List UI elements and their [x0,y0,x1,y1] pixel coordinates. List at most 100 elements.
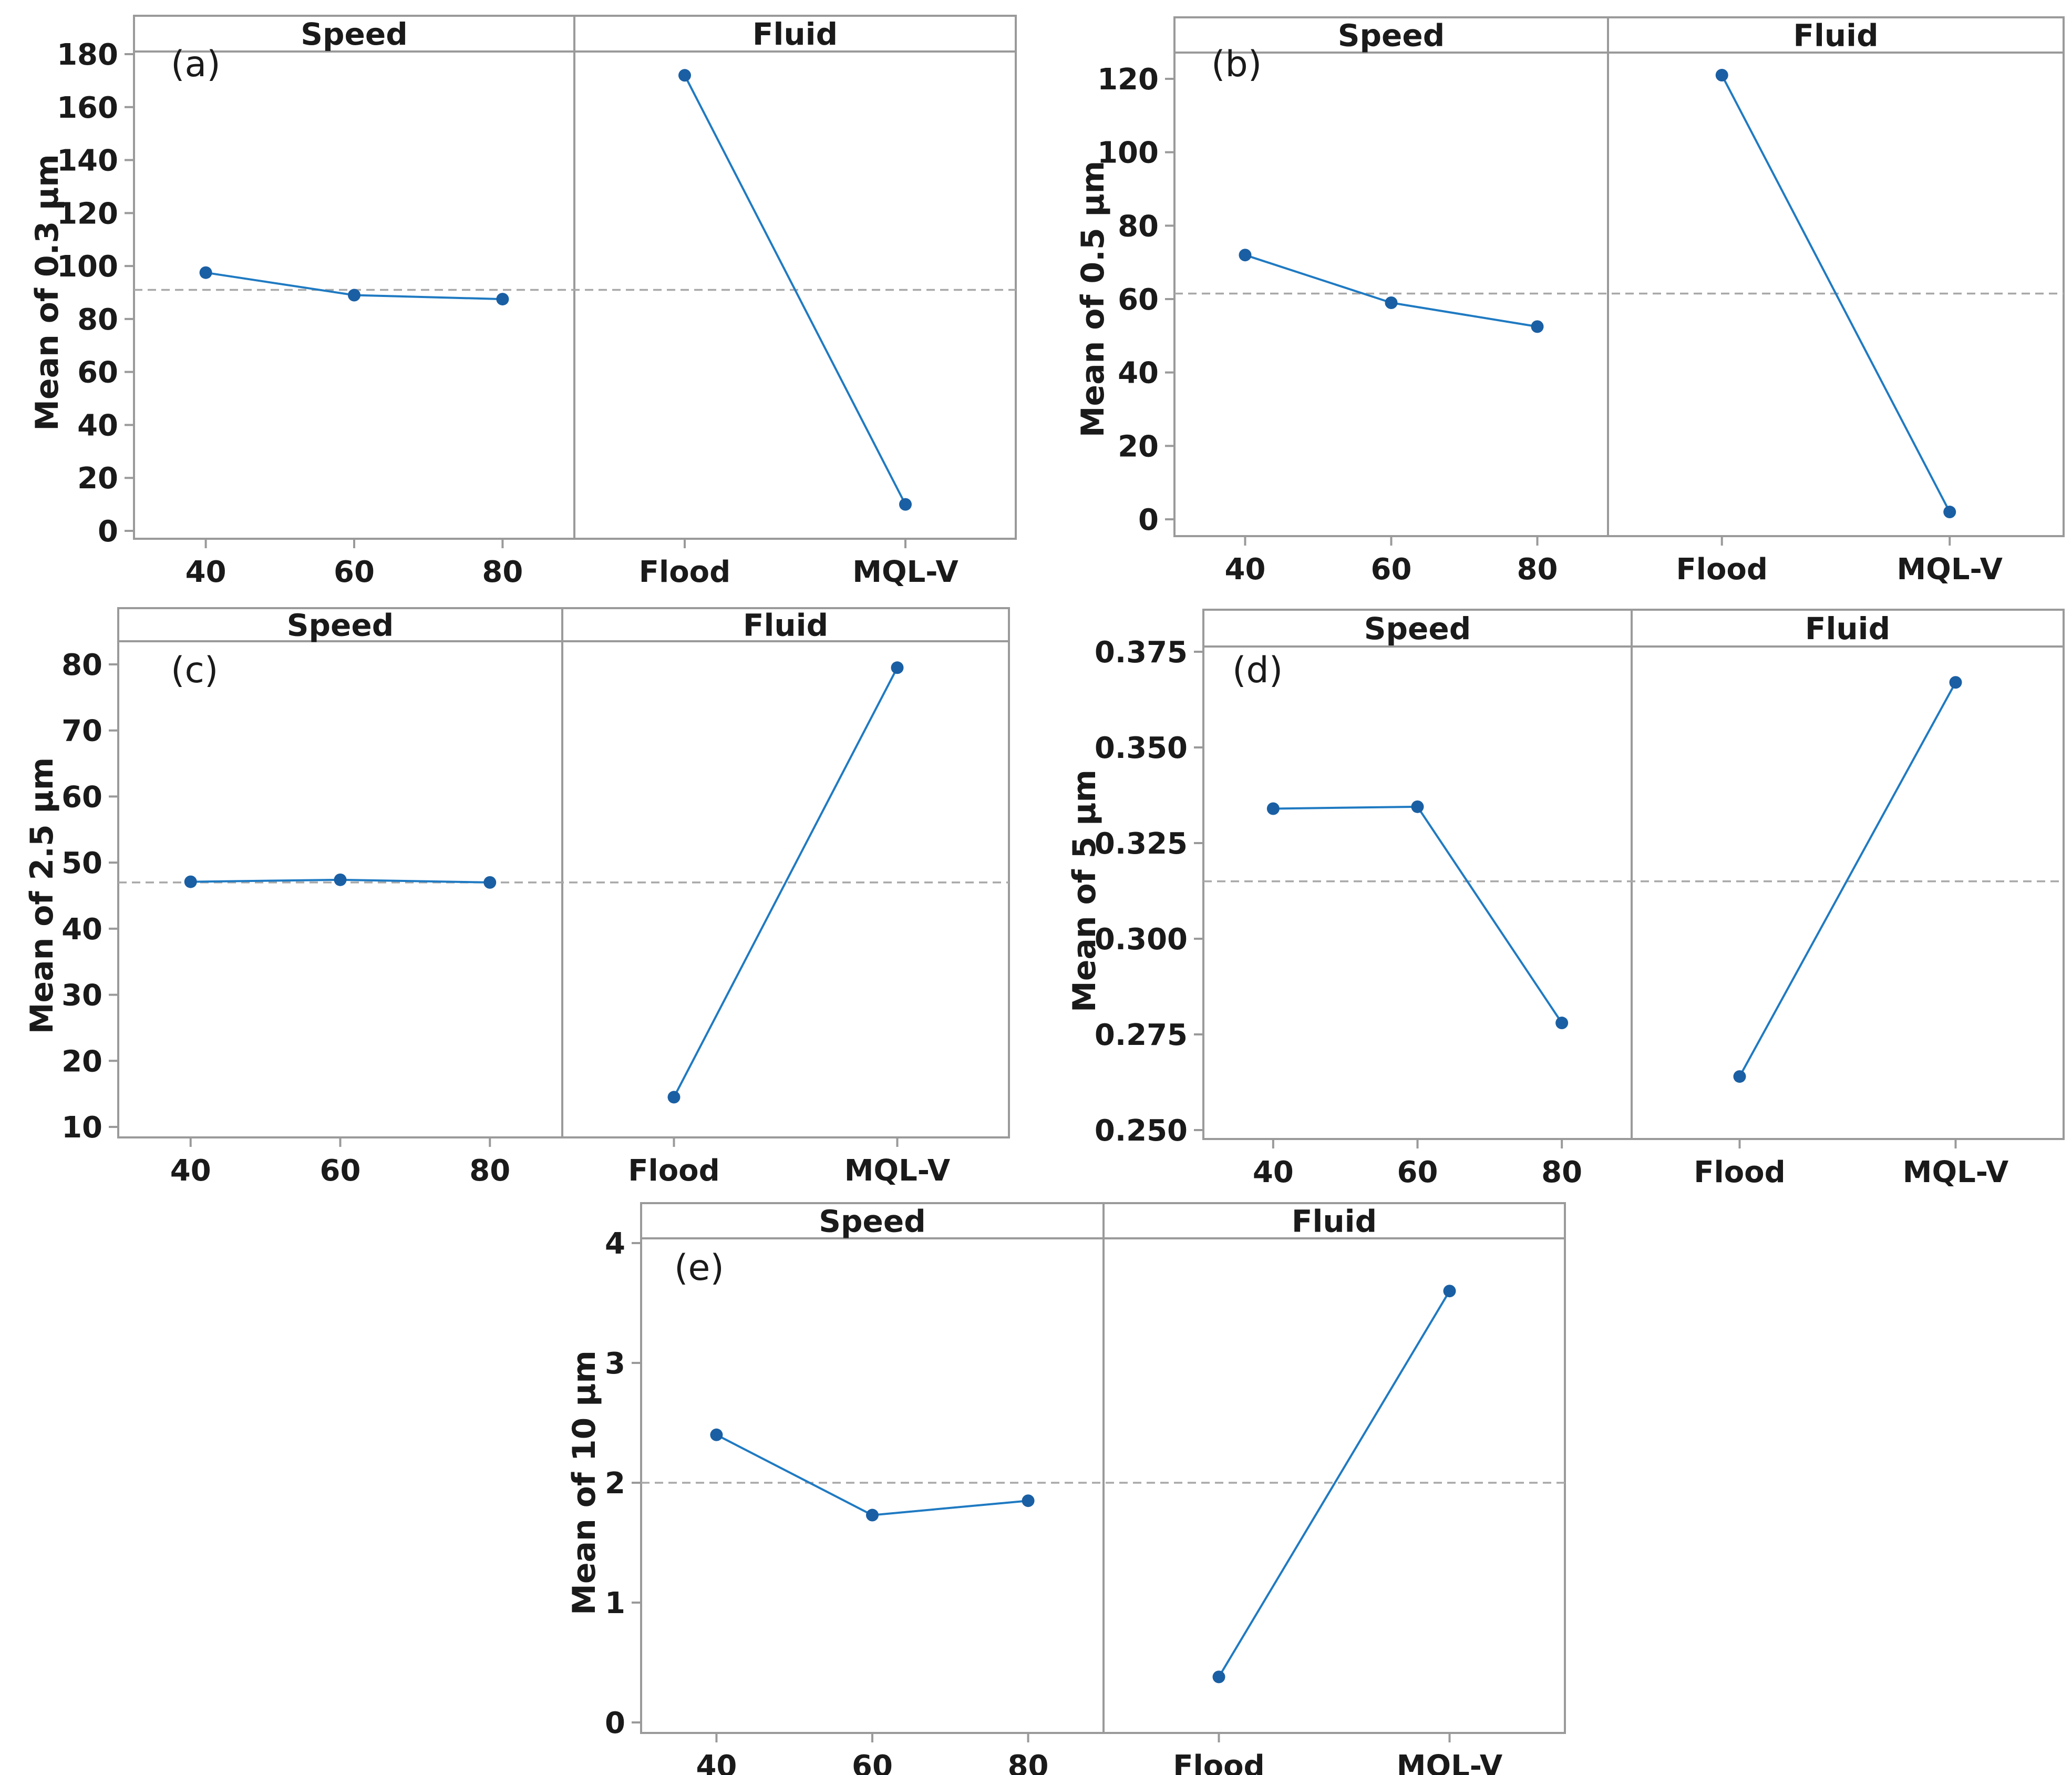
x-tick-label: MQL-V [1397,1749,1503,1775]
panel-letter: (e) [674,1247,724,1289]
y-tick-label: 0.375 [1095,635,1188,670]
x-tick-label: 60 [320,1154,361,1188]
series-line-speed [716,1434,1028,1516]
x-tick-label: 40 [185,555,226,589]
x-tick-label: MQL-V [852,555,958,589]
data-point [348,289,360,302]
y-tick-label: 160 [57,91,118,125]
factor-header-speed: Speed [1364,611,1471,647]
y-tick-label: 30 [61,979,102,1013]
y-tick-label: 80 [61,648,102,682]
y-tick-label: 0.275 [1095,1018,1188,1052]
panel-frame [117,607,1010,1138]
x-tick-label: MQL-V [1896,552,2003,587]
y-tick-label: 60 [61,780,102,814]
x-tick-label: 60 [334,555,375,589]
y-tick-label: 20 [77,461,118,496]
data-point [1411,800,1424,813]
y-tick-label: 60 [1118,283,1159,317]
data-point [899,498,912,511]
y-tick-label: 40 [77,408,118,443]
y-tick-label: 100 [57,250,118,284]
panel-frame [1173,16,2065,537]
data-point [1943,506,1956,519]
panel-e: 0 1 2 3 4 Mean of 10 µm (e) Speed 40 60 80 Fluid Flo… [566,1202,1566,1775]
data-point [1733,1070,1746,1083]
y-tick-label: 0.250 [1095,1114,1188,1148]
factor-header-fluid: Fluid [1793,18,1878,54]
data-point [1239,249,1252,262]
y-tick-label: 70 [61,714,102,748]
panel-frame [1202,609,2065,1140]
x-tick-label: 80 [1541,1155,1582,1189]
y-tick-label: 3 [605,1347,625,1381]
factor-header-speed: Speed [819,1204,925,1239]
x-tick-label: MQL-V [844,1154,951,1188]
x-tick-label: 60 [852,1749,893,1775]
factor-header-fluid: Fluid [1805,611,1890,647]
data-point [678,69,691,82]
data-point [710,1428,723,1441]
data-point [1949,676,1962,689]
y-tick-label: 40 [1118,356,1159,391]
x-tick-label: MQL-V [1903,1155,2009,1189]
y-tick-label: 40 [61,912,102,947]
factor-header-speed: Speed [301,16,407,52]
x-tick-label: 60 [1397,1155,1438,1189]
y-tick-label: 180 [57,38,118,72]
x-tick-label: 80 [1517,552,1558,587]
x-tick-label: 40 [1253,1155,1294,1189]
panel-c: 10 20 30 40 50 60 70 80 Mean of 2.5 µm (c) Speed 40… [24,607,1010,1188]
x-tick-label: Flood [1173,1749,1264,1775]
x-tick-label: Flood [639,555,730,589]
data-point [667,1091,681,1104]
data-point [1266,802,1280,815]
y-tick-label: 1 [605,1586,625,1620]
x-tick-label: Flood [628,1154,719,1188]
data-point [1022,1494,1035,1507]
data-point [1385,296,1398,309]
y-tick-label: 4 [605,1227,625,1261]
data-point [184,875,197,888]
y-tick-label: 2 [605,1466,625,1501]
panel-b: 0 20 40 60 80 100 120 Mean of 0.5 µm (b) Speed 40 6… [1075,16,2065,587]
y-axis-title: Mean of 0.5 µm [1075,161,1111,438]
factor-header-fluid: Fluid [743,608,828,643]
y-tick-label: 100 [1097,136,1159,170]
x-tick-label: 40 [1225,552,1266,587]
x-tick-label: 40 [170,1154,211,1188]
panel-letter: (a) [171,44,221,85]
series-line-speed [1244,254,1538,328]
data-point [1531,320,1544,333]
y-tick-label: 50 [61,846,102,880]
y-axis-title: Mean of 0.3 µm [29,154,66,431]
series-line-fluid [684,75,906,505]
data-point [1443,1285,1456,1298]
series-line-fluid [673,667,899,1098]
data-point [866,1509,879,1522]
panel-letter: (c) [171,650,218,691]
y-tick-label: 20 [1118,429,1159,464]
x-tick-label: 80 [482,555,523,589]
panel-a: 0 20 40 60 80 100 120 140 160 180 Mean of 0.3 µm (a… [29,15,1017,589]
data-point [1212,1670,1225,1684]
panel-letter: (b) [1211,44,1262,85]
y-tick-label: 0.325 [1095,827,1188,861]
x-tick-label: 60 [1371,552,1412,587]
y-tick-label: 60 [77,356,118,390]
series-line-fluid [1720,75,1951,512]
data-point [483,876,497,889]
x-tick-label: 80 [469,1154,510,1188]
y-tick-label: 80 [1118,209,1159,243]
factor-header-fluid: Fluid [1292,1204,1377,1239]
data-point [199,266,212,279]
series-line-fluid [1218,1290,1451,1678]
y-tick-label: 0.300 [1095,922,1188,957]
y-tick-label: 20 [61,1044,102,1079]
y-axis-title: Mean of 2.5 µm [24,757,60,1034]
y-tick-label: 140 [57,144,118,178]
data-point [334,873,347,886]
y-tick-label: 0.350 [1095,731,1188,765]
x-tick-label: 40 [696,1749,737,1775]
